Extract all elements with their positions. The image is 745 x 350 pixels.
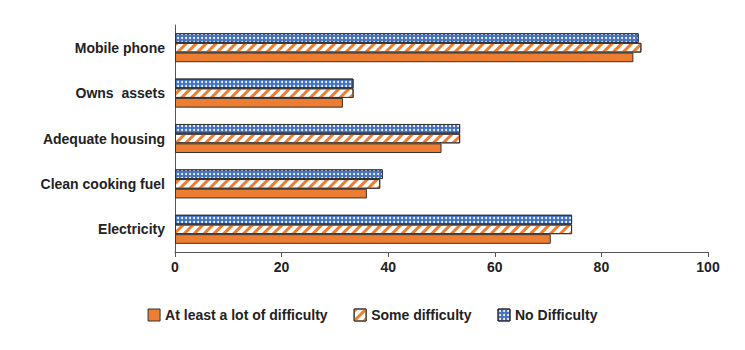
svg-text:0: 0 (171, 259, 179, 275)
svg-text:Owns assets: Owns assets (76, 85, 166, 101)
svg-text:40: 40 (380, 259, 396, 275)
svg-text:No Difficulty: No Difficulty (515, 307, 598, 323)
svg-text:Electricity: Electricity (98, 221, 165, 237)
svg-text:100: 100 (696, 259, 720, 275)
svg-text:Clean cooking fuel: Clean cooking fuel (41, 176, 165, 192)
svg-text:Adequate housing: Adequate housing (43, 131, 165, 147)
svg-text:Some difficulty: Some difficulty (371, 307, 472, 323)
svg-text:80: 80 (594, 259, 610, 275)
svg-text:20: 20 (274, 259, 290, 275)
svg-text:Mobile phone: Mobile phone (75, 40, 165, 56)
svg-text:At least a lot of difficulty: At least a lot of difficulty (165, 307, 328, 323)
svg-text:60: 60 (487, 259, 503, 275)
